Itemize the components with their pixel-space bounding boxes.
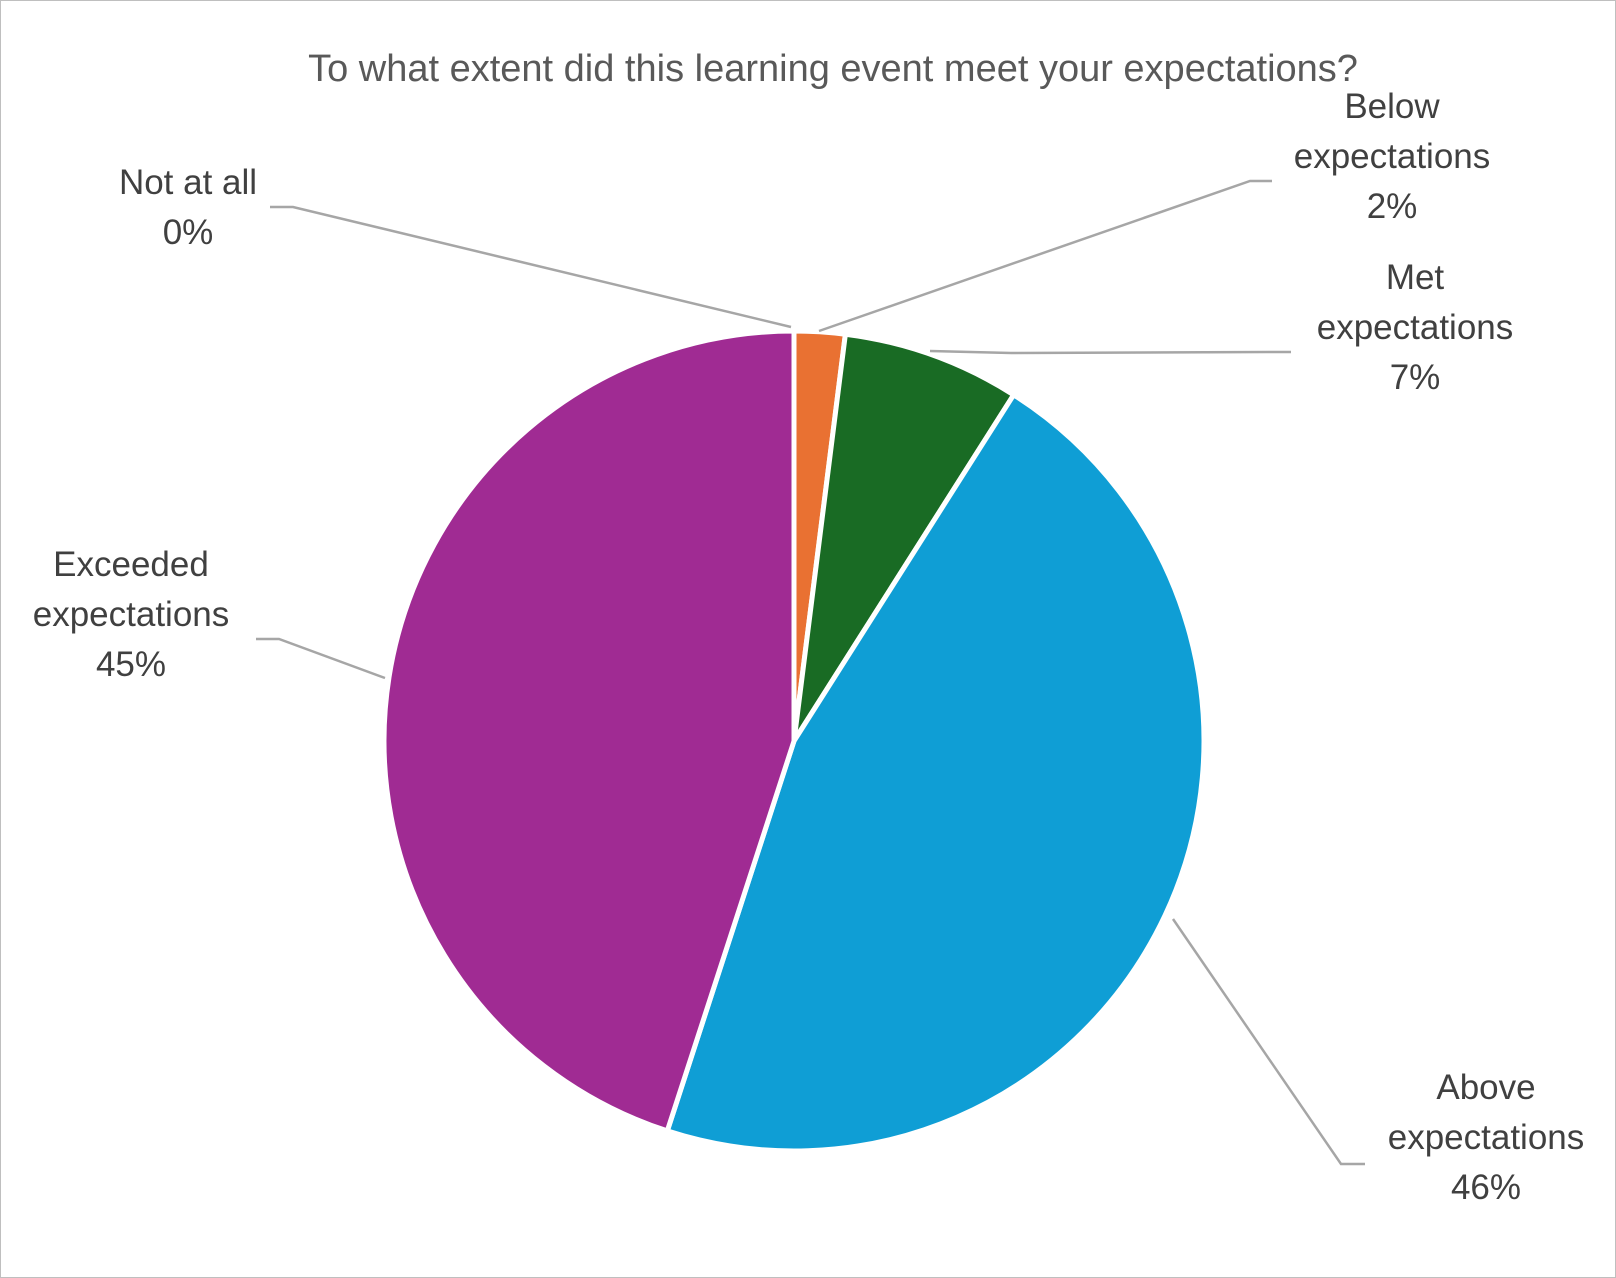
data-label-name-exceeded-expectations: Exceeded xyxy=(53,545,209,584)
pie-slices xyxy=(381,328,1207,1154)
data-label-name-not-at-all: Not at all xyxy=(119,163,257,202)
data-labels: Not at all 0% Below expectations 2% Met expect… xyxy=(33,87,1585,1207)
data-label-pct-not-at-all: 0% xyxy=(163,213,214,252)
pie-slice-exceeded-expectations xyxy=(381,328,797,1134)
leader-lines xyxy=(256,179,1365,1166)
pie-slice-met-expectations xyxy=(791,331,1017,744)
leader-line-above-expectations xyxy=(1171,918,1365,1166)
pie-slice-above-expectations xyxy=(664,392,1207,1154)
data-label-name-met-expectations: Met xyxy=(1386,258,1445,297)
data-label-pct-above-expectations: 46% xyxy=(1451,1168,1521,1207)
data-label-name-below-expectations: Below xyxy=(1344,87,1440,126)
data-label-pct-exceeded-expectations: 45% xyxy=(96,645,166,684)
leader-line-met-expectations xyxy=(929,349,1291,355)
data-label-pct-below-expectations: 2% xyxy=(1367,187,1418,226)
data-label-name-above-expectations: Above xyxy=(1436,1068,1535,1107)
leader-line-not-at-all xyxy=(270,205,792,329)
chart-title: To what extent did this learning event m… xyxy=(308,48,1358,90)
data-label-name-above-expectations: expectations xyxy=(1388,1118,1585,1157)
leader-line-below-expectations xyxy=(818,179,1272,333)
data-label-name-met-expectations: expectations xyxy=(1317,308,1514,347)
data-label-pct-met-expectations: 7% xyxy=(1390,358,1441,397)
leader-line-exceeded-expectations xyxy=(256,637,386,680)
data-label-name-below-expectations: expectations xyxy=(1294,137,1491,176)
data-label-name-exceeded-expectations: expectations xyxy=(33,595,230,634)
